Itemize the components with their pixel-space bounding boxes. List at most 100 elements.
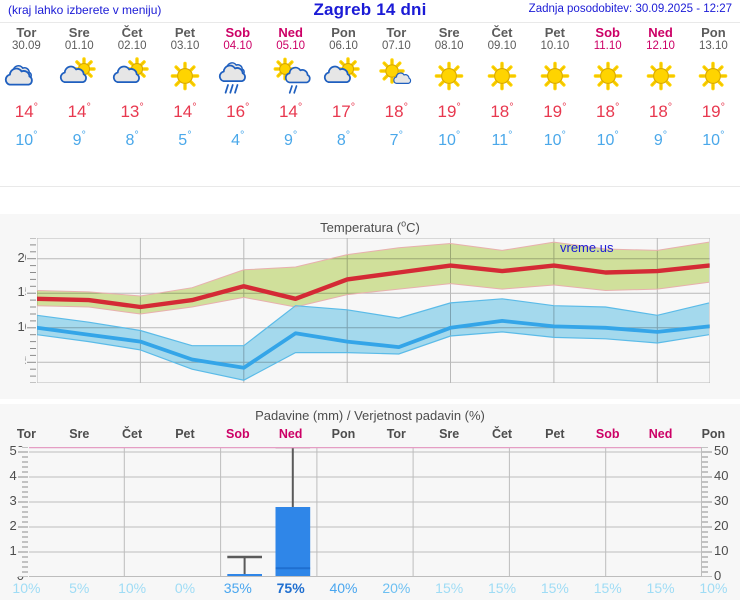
max-temperature: 17°	[317, 97, 370, 127]
precipitation-day-label: Čet	[491, 427, 513, 441]
min-temp-value: 8	[125, 132, 135, 149]
day-date: 02.10	[117, 40, 147, 52]
max-temp-value: 14	[173, 102, 193, 121]
degree-symbol: °	[134, 129, 139, 142]
precipitation-probability: 10%	[12, 580, 41, 596]
degree-symbol: °	[187, 129, 192, 142]
max-temp-value: 17	[331, 102, 351, 121]
day-column[interactable]: Sre 08.10 19° 10°	[423, 24, 476, 155]
min-temp-value: 7	[389, 132, 399, 149]
max-temp-value: 18	[596, 102, 615, 121]
day-column[interactable]: Ned 05.10 14° 9°	[264, 24, 317, 155]
sunny-icon	[687, 57, 740, 97]
day-name: Pon	[701, 25, 726, 40]
day-column[interactable]: Pon 06.10 17° 8°	[317, 24, 370, 155]
precipitation-probability: 35%	[223, 580, 252, 596]
max-temperature: 14°	[264, 97, 317, 127]
page-header: (kraj lahko izberete v meniju) Zagreb 14…	[0, 0, 740, 22]
min-temperature: 10°	[687, 127, 740, 155]
day-name: Pet	[544, 25, 565, 40]
min-temp-value: 10	[15, 132, 34, 149]
precipitation-y-tick: 50	[714, 443, 729, 458]
min-temperature: 10°	[581, 127, 634, 155]
degree-symbol: °	[81, 129, 86, 142]
partly-sunny-icon	[106, 57, 159, 97]
max-temp-value: 19	[701, 102, 721, 121]
day-column[interactable]: Pet 10.10 19° 10°	[528, 24, 581, 155]
max-temperature: 19°	[528, 97, 581, 127]
min-temp-value: 9	[72, 132, 82, 149]
temperature-chart-title: Temperatura (oC)	[320, 218, 420, 235]
day-date: 06.10	[329, 40, 358, 52]
day-column[interactable]: Tor 30.09 14° 10°	[0, 24, 53, 155]
day-column[interactable]: Sob 04.10 16° 4°	[211, 24, 264, 155]
precipitation-y-tick: 30	[714, 493, 729, 508]
max-temperature: 18°	[581, 97, 634, 127]
degree-symbol: °	[297, 101, 303, 114]
precipitation-day-label: Sob	[225, 427, 250, 441]
day-name: Ned	[648, 25, 673, 40]
precipitation-day-label: Ned	[648, 427, 673, 441]
precipitation-day-label: Ned	[278, 427, 303, 441]
degree-symbol: °	[86, 101, 91, 114]
sunny-icon	[528, 57, 581, 97]
precipitation-probability: 10%	[118, 580, 147, 596]
max-temperature: 19°	[687, 97, 740, 127]
precipitation-day-label: Tor	[386, 427, 406, 441]
precipitation-probability: 15%	[540, 580, 569, 596]
day-column[interactable]: Tor 07.10 18° 7°	[370, 24, 423, 155]
precipitation-probability: 15%	[435, 580, 464, 596]
day-column[interactable]: Sre 01.10 14° 9°	[53, 24, 106, 155]
degree-symbol: °	[455, 129, 461, 142]
degree-symbol: °	[139, 101, 144, 114]
degree-symbol: °	[508, 129, 513, 142]
min-temperature: 10°	[0, 127, 53, 155]
max-temperature: 16°	[211, 97, 264, 127]
precipitation-y-tick: 10	[714, 543, 729, 558]
day-date: 03.10	[170, 40, 200, 52]
degree-symbol: °	[292, 129, 298, 142]
max-temp-value: 13	[120, 102, 140, 121]
page-title: Zagreb 14 dni	[313, 0, 427, 19]
day-column[interactable]: Čet 09.10 18° 11°	[476, 24, 529, 155]
daily-forecast-strip: Tor 30.09 14° 10° Sre 01.10 14° 9° Čet 02.10 13° 8°…	[0, 24, 740, 184]
day-name: Sob	[225, 25, 251, 40]
precipitation-day-label: Sre	[69, 427, 90, 441]
max-temp-value: 14	[14, 102, 34, 121]
cloudy-icon	[0, 57, 53, 97]
day-column[interactable]: Ned 12.10 18° 9°	[634, 24, 687, 155]
min-temp-value: 10	[543, 132, 562, 149]
day-name: Čet	[491, 25, 513, 40]
min-temp-value: 10	[438, 132, 456, 149]
day-column[interactable]: Sob 11.10 18° 10°	[581, 24, 634, 155]
degree-symbol: °	[240, 129, 245, 142]
day-name: Pon	[331, 25, 356, 40]
day-date: 12.10	[646, 40, 675, 52]
min-temperature: 7°	[370, 127, 423, 155]
day-date: 13.10	[699, 40, 728, 52]
precipitation-chart-title: Padavine (mm) / Verjetnost padavin (%)	[255, 408, 485, 423]
day-column[interactable]: Pon 13.10 19° 10°	[687, 24, 740, 155]
day-name: Ned	[278, 25, 303, 40]
day-date: 05.10	[276, 40, 306, 52]
precipitation-probability: 5%	[69, 580, 90, 596]
sunny-icon	[634, 57, 687, 97]
day-column[interactable]: Čet 02.10 13° 8°	[106, 24, 159, 155]
precipitation-day-labels: Tor Sre Čet Pet Sob Ned Pon Tor Sre Čet Pet Sob Ned P…	[0, 427, 740, 441]
max-temp-value: 14	[67, 102, 87, 121]
max-temp-value: 14	[278, 102, 298, 121]
min-temp-value: 9	[653, 132, 663, 149]
temperature-panel: Temperatura (oC) 5101520 vreme.us	[0, 214, 740, 399]
precipitation-probability: 15%	[646, 580, 675, 596]
precipitation-probability: 15%	[593, 580, 622, 596]
rain-icon	[211, 57, 264, 97]
precipitation-day-label: Čet	[122, 427, 143, 441]
min-temp-value: 10	[702, 132, 721, 149]
day-date: 04.10	[223, 40, 253, 52]
day-column[interactable]: Pet 03.10 14° 5°	[159, 24, 212, 155]
min-temperature: 8°	[317, 127, 370, 155]
precipitation-y-tick: 0	[714, 568, 722, 583]
precipitation-day-label: Sob	[595, 427, 620, 441]
precipitation-y-tick: 20	[714, 518, 729, 533]
max-temp-value: 18	[490, 102, 510, 121]
